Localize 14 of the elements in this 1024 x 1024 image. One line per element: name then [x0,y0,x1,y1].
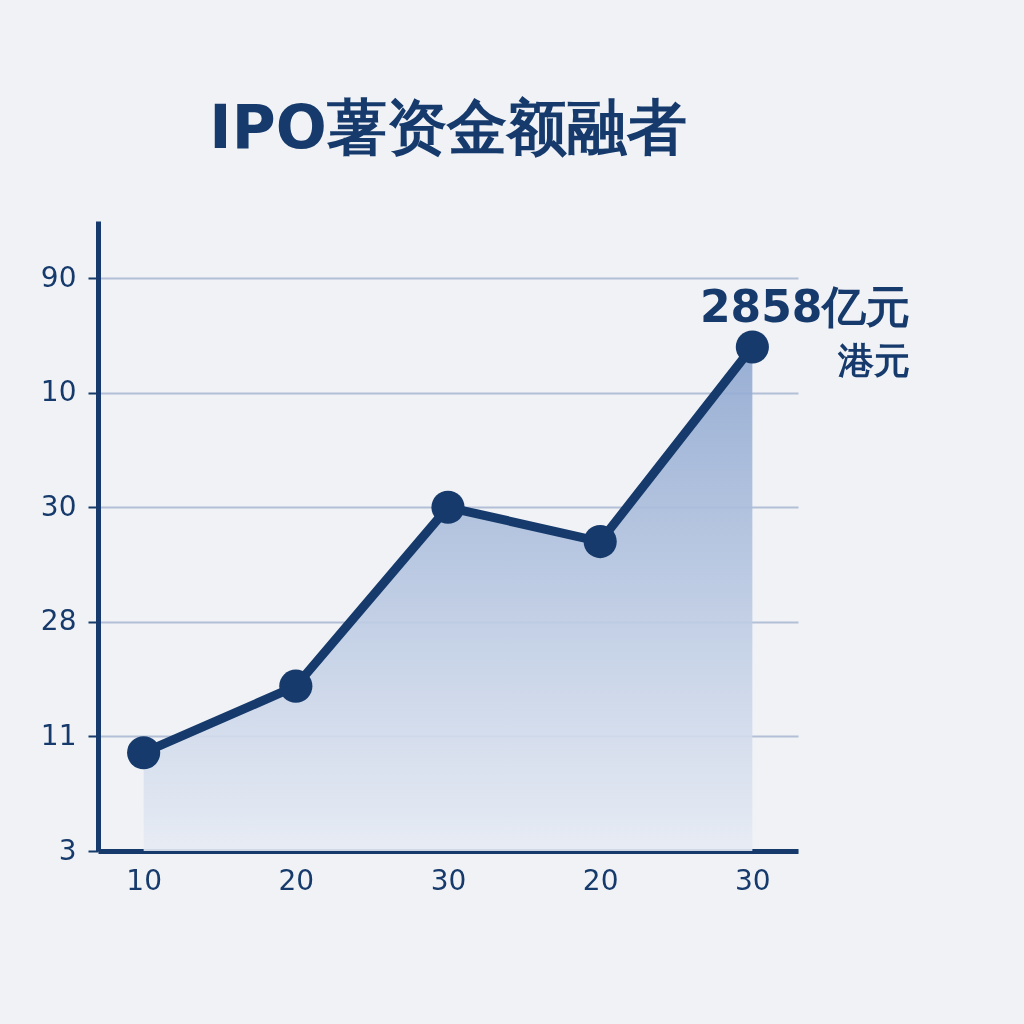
text: 3 [58,833,77,867]
text: 30 [40,489,77,523]
text: 2858亿元 [700,280,911,334]
x-tick-label: 30 [735,863,771,897]
x-tick-label: 20 [278,863,315,897]
text: 11 [40,718,77,752]
x-tick-label: 30 [430,863,467,897]
text: 港元 [837,339,911,383]
text: 28 [40,604,77,638]
x-tick-label: 20 [582,863,619,897]
chart-title: IPO薯资金额融者 [209,92,687,162]
text: 10 [40,375,77,409]
text: 90 [40,260,77,294]
x-tick-label: 10 [126,863,162,897]
